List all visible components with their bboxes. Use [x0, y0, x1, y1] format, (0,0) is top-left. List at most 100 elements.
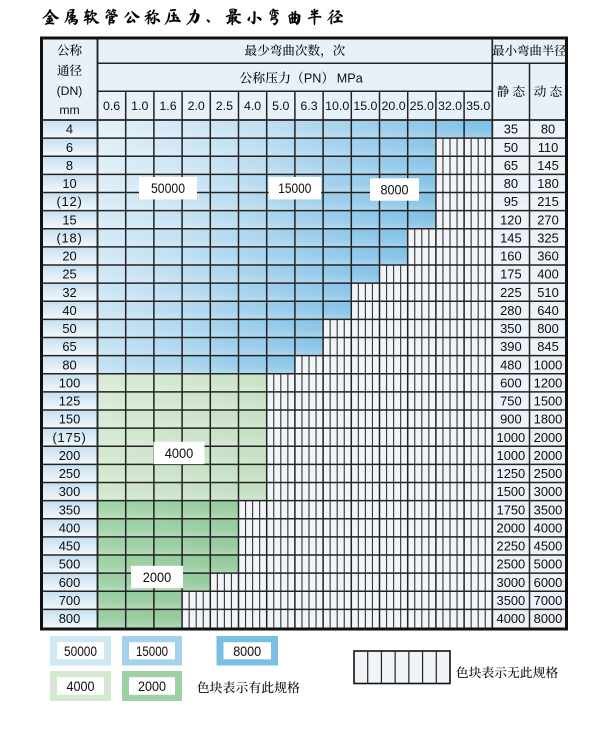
svg-text:40: 40	[62, 303, 76, 318]
svg-text:250: 250	[59, 466, 81, 481]
svg-text:5.0: 5.0	[272, 99, 289, 113]
svg-text:20.0: 20.0	[382, 99, 406, 113]
svg-text:120: 120	[500, 212, 522, 227]
svg-text:360: 360	[537, 249, 559, 264]
svg-text:35.0: 35.0	[466, 99, 490, 113]
svg-text:390: 390	[500, 339, 522, 354]
svg-text:350: 350	[500, 321, 522, 336]
svg-text:1500: 1500	[497, 484, 526, 499]
svg-text:2000: 2000	[497, 520, 526, 535]
svg-text:80: 80	[541, 122, 555, 137]
svg-text:640: 640	[537, 303, 559, 318]
svg-text:800: 800	[59, 611, 81, 626]
svg-text:3500: 3500	[534, 502, 563, 517]
svg-text:4000: 4000	[67, 678, 95, 694]
svg-text:8000: 8000	[233, 643, 261, 659]
svg-text:32: 32	[62, 285, 76, 300]
svg-text:20: 20	[62, 249, 76, 264]
svg-text:400: 400	[59, 520, 81, 535]
svg-text:10.0: 10.0	[325, 99, 349, 113]
svg-text:1000: 1000	[497, 448, 526, 463]
svg-text:1500: 1500	[534, 394, 563, 409]
svg-text:65: 65	[504, 158, 518, 173]
svg-text:2.5: 2.5	[216, 99, 233, 113]
svg-text:1750: 1750	[497, 502, 526, 517]
svg-text:215: 215	[537, 194, 559, 209]
svg-text:(18): (18)	[56, 230, 82, 245]
svg-text:125: 125	[59, 394, 81, 409]
svg-text:1250: 1250	[497, 466, 526, 481]
svg-text:80: 80	[504, 176, 518, 191]
svg-text:15.0: 15.0	[353, 99, 377, 113]
svg-text:325: 325	[537, 230, 559, 245]
svg-text:7000: 7000	[534, 593, 563, 608]
svg-text:50: 50	[62, 321, 76, 336]
svg-text:300: 300	[59, 484, 81, 499]
svg-text:700: 700	[59, 593, 81, 608]
svg-text:1000: 1000	[497, 430, 526, 445]
svg-text:450: 450	[59, 539, 81, 554]
svg-text:2000: 2000	[534, 448, 563, 463]
svg-text:280: 280	[500, 303, 522, 318]
svg-text:145: 145	[537, 158, 559, 173]
svg-text:6000: 6000	[534, 575, 563, 590]
svg-text:180: 180	[537, 176, 559, 191]
svg-text:15000: 15000	[136, 643, 168, 659]
svg-text:200: 200	[59, 448, 81, 463]
svg-text:100: 100	[59, 375, 81, 390]
svg-text:225: 225	[500, 285, 522, 300]
svg-text:65: 65	[62, 339, 76, 354]
svg-text:3000: 3000	[497, 575, 526, 590]
svg-text:6: 6	[66, 140, 73, 155]
svg-text:35: 35	[504, 122, 518, 137]
svg-text:50000: 50000	[64, 643, 97, 659]
svg-text:600: 600	[500, 375, 522, 390]
svg-text:350: 350	[59, 502, 81, 517]
svg-text:2000: 2000	[138, 678, 166, 694]
svg-text:480: 480	[500, 357, 522, 372]
svg-text:8: 8	[66, 158, 73, 173]
svg-text:150: 150	[59, 412, 81, 427]
svg-text:845: 845	[537, 339, 559, 354]
svg-text:175: 175	[500, 267, 522, 282]
svg-text:3500: 3500	[497, 593, 526, 608]
svg-text:25: 25	[62, 267, 76, 282]
svg-text:50: 50	[504, 140, 518, 155]
svg-text:1200: 1200	[534, 375, 563, 390]
svg-text:800: 800	[537, 321, 559, 336]
svg-text:145: 145	[500, 230, 522, 245]
svg-text:2000: 2000	[143, 570, 172, 585]
svg-text:270: 270	[537, 212, 559, 227]
svg-text:mm: mm	[59, 103, 79, 117]
svg-text:600: 600	[59, 575, 81, 590]
svg-text:1000: 1000	[534, 357, 563, 372]
svg-text:2000: 2000	[534, 430, 563, 445]
svg-text:95: 95	[504, 194, 518, 209]
svg-text:4500: 4500	[534, 539, 563, 554]
svg-text:2250: 2250	[497, 539, 526, 554]
svg-text:15000: 15000	[278, 181, 311, 196]
svg-text:2.0: 2.0	[188, 99, 205, 113]
svg-text:4000: 4000	[165, 446, 194, 461]
svg-text:8000: 8000	[381, 183, 409, 198]
svg-text:6.3: 6.3	[300, 99, 317, 113]
svg-text:4: 4	[66, 122, 73, 137]
svg-text:510: 510	[537, 285, 559, 300]
svg-text:500: 500	[59, 557, 81, 572]
svg-text:3000: 3000	[534, 484, 563, 499]
svg-text:110: 110	[538, 140, 559, 155]
svg-text:400: 400	[537, 267, 559, 282]
svg-text:4.0: 4.0	[244, 99, 261, 113]
svg-text:750: 750	[500, 394, 522, 409]
svg-text:5000: 5000	[534, 557, 563, 572]
svg-text:PN: PN	[304, 72, 322, 86]
svg-text:(DN): (DN)	[57, 84, 83, 98]
svg-text:15: 15	[62, 212, 76, 227]
svg-text:0.6: 0.6	[103, 99, 120, 113]
svg-text:(12): (12)	[56, 194, 82, 209]
svg-text:4000: 4000	[497, 611, 526, 626]
svg-text:(175): (175)	[52, 430, 86, 445]
svg-text:160: 160	[500, 249, 522, 264]
svg-text:50000: 50000	[151, 181, 185, 196]
svg-text:32.0: 32.0	[438, 99, 462, 113]
